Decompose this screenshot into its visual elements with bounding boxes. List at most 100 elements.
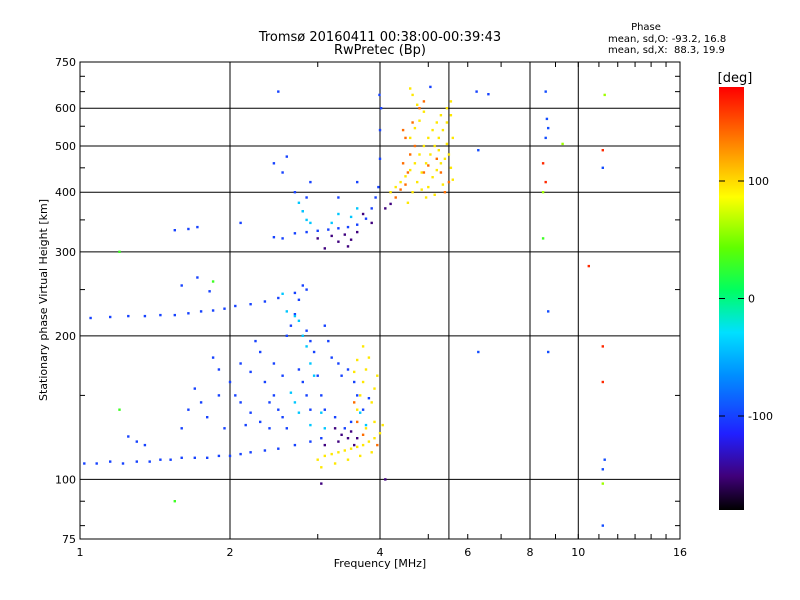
data-point	[320, 482, 323, 485]
data-point	[356, 223, 359, 226]
y-tick-label: 100	[55, 473, 76, 486]
x-axis-label: Frequency [MHz]	[334, 557, 426, 570]
data-point	[361, 380, 365, 384]
data-point	[418, 107, 421, 110]
data-point	[234, 304, 237, 308]
data-point	[422, 100, 426, 103]
data-point	[422, 144, 426, 148]
data-point	[346, 245, 350, 248]
data-point	[223, 427, 226, 430]
data-point	[320, 394, 323, 397]
data-point	[109, 460, 112, 463]
data-point	[373, 420, 376, 424]
data-point	[337, 440, 340, 443]
data-point	[285, 155, 288, 158]
data-point	[217, 454, 221, 458]
data-point	[359, 394, 362, 397]
data-point	[443, 191, 447, 194]
data-point	[349, 447, 353, 450]
data-point	[259, 350, 262, 354]
data-point	[361, 443, 365, 447]
data-point	[603, 458, 606, 461]
data-point	[293, 401, 297, 404]
data-point	[447, 180, 451, 184]
data-point	[376, 374, 379, 377]
data-point	[451, 136, 454, 140]
data-point	[349, 420, 353, 424]
data-point	[333, 462, 337, 465]
data-point	[541, 162, 545, 165]
data-point	[330, 221, 333, 225]
x-axis-ticks: 1 2 4 6 8 10 16	[77, 62, 687, 559]
data-point	[135, 460, 138, 463]
data-point	[316, 374, 319, 377]
chart-subtitle: RwPretec (Bp)	[334, 43, 426, 58]
data-point	[83, 462, 86, 465]
data-point	[433, 144, 436, 148]
phase-info-title: Phase	[631, 22, 661, 33]
data-point	[353, 380, 356, 384]
data-point	[420, 188, 423, 191]
y-tick-label: 400	[55, 186, 76, 199]
data-point	[244, 423, 247, 427]
y-tick-label: 750	[55, 56, 76, 69]
data-point	[475, 90, 478, 93]
data-point	[193, 456, 196, 459]
data-point	[135, 440, 138, 443]
data-point	[418, 153, 421, 156]
data-point	[435, 168, 438, 172]
data-point	[401, 128, 405, 132]
data-point	[323, 247, 326, 250]
data-point	[401, 162, 405, 165]
data-point	[601, 345, 604, 348]
data-point	[297, 319, 301, 322]
data-point	[320, 466, 323, 469]
data-point	[337, 362, 340, 365]
data-point	[356, 394, 359, 397]
data-point	[545, 117, 549, 121]
chart-title: Tromsø 20160411 00:38:00-00:39:43	[258, 30, 501, 45]
data-point	[445, 107, 449, 110]
y-tick-label: 500	[55, 140, 76, 153]
data-point	[431, 176, 434, 179]
data-point	[281, 416, 284, 419]
data-point	[601, 380, 604, 384]
data-point	[316, 229, 319, 232]
data-point	[173, 500, 176, 503]
data-point	[431, 128, 434, 132]
data-point	[293, 313, 297, 316]
data-point	[349, 238, 353, 241]
data-point	[374, 196, 377, 199]
data-point	[370, 221, 373, 225]
data-point	[370, 207, 373, 210]
data-point	[420, 171, 423, 174]
data-point	[367, 440, 371, 443]
data-point	[343, 233, 346, 236]
data-point	[356, 207, 359, 210]
y-tick-label: 75	[62, 533, 76, 546]
data-point	[394, 185, 397, 189]
data-point	[320, 437, 323, 440]
data-point	[281, 171, 284, 174]
data-point	[356, 358, 359, 362]
data-point	[409, 136, 412, 140]
y-tick-label: 200	[55, 330, 76, 343]
data-point	[601, 524, 604, 527]
data-point	[301, 210, 304, 213]
data-point	[320, 411, 323, 414]
data-point	[439, 114, 443, 117]
x-tick-label: 8	[527, 546, 534, 559]
data-point	[316, 458, 319, 461]
data-point	[406, 171, 410, 174]
data-point	[301, 380, 304, 384]
data-point	[330, 356, 333, 359]
data-point	[547, 310, 550, 313]
data-point	[323, 427, 326, 430]
data-point	[309, 180, 312, 184]
data-point	[239, 362, 242, 365]
data-point	[309, 339, 312, 343]
data-point	[427, 164, 430, 167]
x-tick-label: 16	[673, 546, 687, 559]
data-point	[544, 136, 547, 140]
data-point	[449, 100, 453, 103]
